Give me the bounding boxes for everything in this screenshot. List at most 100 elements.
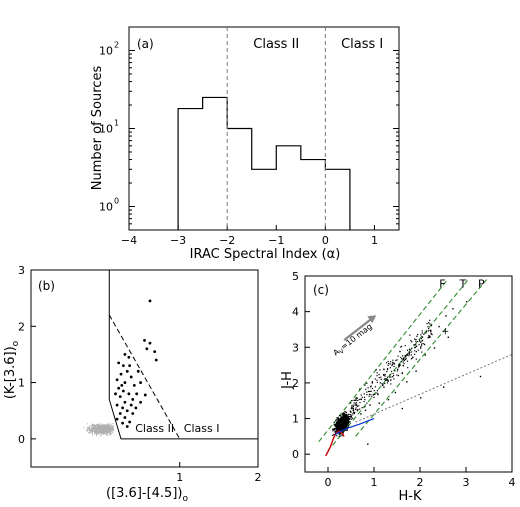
panel-c-point xyxy=(443,386,445,388)
panel-c-reddened-star xyxy=(364,406,366,408)
panel-c-reddened-star xyxy=(421,339,424,342)
panel-c-xtick-label: 1 xyxy=(371,476,378,489)
panel-b-field-star xyxy=(94,430,96,432)
panel-c-reddened-star xyxy=(420,344,423,346)
panel-b-field-star xyxy=(107,425,109,427)
panel-c-reddened-star xyxy=(389,376,391,378)
panel-c-reddened-star xyxy=(386,379,388,381)
panel-b-yso-point xyxy=(139,381,142,384)
panel-b-field-star xyxy=(96,432,98,434)
panel-c-reddened-star xyxy=(366,391,368,393)
panel-c-field-star xyxy=(346,424,349,426)
panel-c-field-star xyxy=(338,418,340,420)
panel-c-field-star xyxy=(338,420,340,422)
panel-b-field-star xyxy=(94,433,96,435)
panel-b-field-star xyxy=(92,424,94,426)
panel-b-field-star xyxy=(104,428,106,430)
panel-c-field-star xyxy=(335,430,338,432)
panel-b-field-star xyxy=(110,426,112,428)
panel-b-field-star xyxy=(111,431,113,433)
panel-c-reddened-star xyxy=(416,333,419,336)
panel-b-yso-point xyxy=(128,420,132,424)
panel-c-reddened-star xyxy=(411,347,413,349)
panel-c-field-star xyxy=(341,417,344,419)
panel-c-reddened-star xyxy=(392,376,394,378)
panel-b-field-star xyxy=(87,428,89,430)
panel-c-field-star xyxy=(347,421,350,423)
panel-a-xlabel: IRAC Spectral Index (α) xyxy=(190,247,341,262)
panel-c-field-star xyxy=(345,425,347,428)
panel-b-field-star xyxy=(96,427,98,429)
panel-c-plus-marker xyxy=(442,328,449,335)
panel-b-field-star xyxy=(99,432,101,434)
panel-c-field-star xyxy=(342,412,345,414)
panel-b-field-star xyxy=(104,428,106,430)
panel-b-field-star xyxy=(91,431,93,433)
panel-b-field-star xyxy=(108,430,110,432)
panel-c-reddened-star xyxy=(352,406,354,408)
panel-b-xtick-label: 2 xyxy=(255,471,262,484)
panel-b-field-star xyxy=(90,425,92,427)
panel-c-reddened-star xyxy=(389,374,391,376)
panel-c-point xyxy=(429,336,431,338)
panel-b-yso-point xyxy=(145,347,149,351)
panel-c-field-star xyxy=(332,429,335,431)
panel-c-field-star xyxy=(339,435,341,437)
panel-c-point xyxy=(420,347,422,349)
panel-c-reddened-star xyxy=(390,370,393,373)
panel-c-reddened-star xyxy=(387,360,389,363)
panel-c-field-star xyxy=(343,422,346,424)
panel-b-field-star xyxy=(103,431,105,433)
panel-c-field-star xyxy=(341,435,343,437)
panel-a-bar xyxy=(325,169,350,230)
panel-b-field-star xyxy=(99,428,101,430)
panel-c-reddened-star xyxy=(392,374,395,377)
panel-b-field-star xyxy=(97,425,99,427)
panel-b-yso-point xyxy=(121,364,125,368)
panel-b-field-star xyxy=(109,425,111,427)
panel-a-ytick-exponent: 0 xyxy=(114,197,119,206)
panel-c-reddened-star xyxy=(355,401,357,404)
panel-c-reddened-star xyxy=(401,358,403,360)
panel-c-field-star xyxy=(343,426,345,429)
panel-b-yso-point xyxy=(129,375,133,379)
panel-c-xtick-label: 2 xyxy=(417,476,424,489)
panel-c-reddened-star xyxy=(401,359,403,361)
panel-c-field-star xyxy=(341,414,343,416)
panel-c-reddened-star xyxy=(351,407,353,409)
panel-c-field-star xyxy=(347,416,349,418)
panel-c-reddened-star xyxy=(354,403,356,405)
panel-c-field-star xyxy=(341,423,343,426)
panel-b-field-star xyxy=(101,430,103,432)
panel-c-reddened-star xyxy=(428,328,430,330)
panel-b-field-star xyxy=(92,423,94,425)
panel-c-field-star xyxy=(335,419,337,421)
panel-b-field-star xyxy=(106,428,108,430)
panel-c-point xyxy=(433,347,436,349)
panel-b-field-star xyxy=(105,434,107,436)
panel-c-field-star xyxy=(335,428,337,430)
panel-c-field-star xyxy=(333,423,335,426)
panel-c-field-star xyxy=(342,425,344,427)
panel-c-reddened-star xyxy=(406,349,409,351)
panel-c-reddened-star xyxy=(430,330,432,333)
panel-c-point xyxy=(424,354,426,356)
panel-b-field-star xyxy=(86,429,88,431)
panel-c-reddened-star xyxy=(415,358,417,360)
panel-c-reddened-star xyxy=(408,351,410,353)
panel-c-reddened-star xyxy=(427,336,430,339)
panel-b-field-star xyxy=(91,429,93,431)
panel-b-field-star xyxy=(83,427,85,429)
panel-b-field-star xyxy=(95,426,97,428)
panel-c-reddened-star xyxy=(369,386,372,388)
panel-c-field-star xyxy=(345,423,347,426)
panel-c-field-star xyxy=(331,428,334,430)
panel-c-reddened-star xyxy=(394,370,396,372)
panel-c-point xyxy=(390,379,392,381)
panel-b-field-star xyxy=(99,427,101,429)
panel-c-reddened-star xyxy=(400,346,402,348)
panel-b-yso-point xyxy=(125,425,129,428)
panel-c-reddened-star xyxy=(358,405,360,407)
panel-b-field-star xyxy=(101,433,103,435)
panel-a-xtick-label: 1 xyxy=(371,234,378,247)
